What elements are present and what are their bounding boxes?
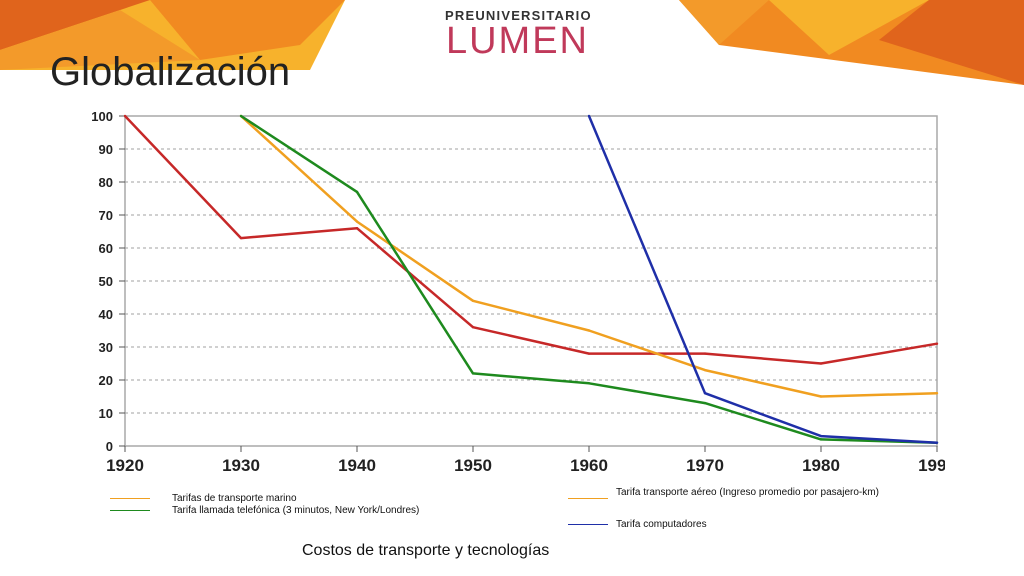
x-tick-label: 1970 — [686, 456, 724, 475]
decor-shape — [769, 0, 929, 55]
y-tick-label: 40 — [99, 307, 113, 322]
y-tick-label: 90 — [99, 142, 113, 157]
legend-swatch-marino — [110, 498, 150, 499]
y-tick-label: 0 — [106, 439, 113, 454]
legend-label-aereo: Tarifa transporte aéreo (Ingreso promedi… — [616, 487, 879, 498]
legend-swatch-aereo — [568, 498, 608, 499]
chart-caption: Costos de transporte y tecnologías — [302, 542, 550, 559]
x-tick-label: 1980 — [802, 456, 840, 475]
y-tick-label: 100 — [91, 109, 113, 124]
data-point — [935, 441, 939, 444]
data-point — [471, 372, 475, 375]
decor-shape — [679, 0, 769, 45]
legend-label-marino: Tarifas de transporte marino — [172, 493, 297, 504]
brand-subtitle: PREUNIVERSITARIO — [445, 8, 592, 23]
data-point — [587, 329, 591, 332]
y-tick-label: 60 — [99, 241, 113, 256]
decor-shape — [0, 10, 200, 70]
data-point — [703, 401, 707, 405]
data-point — [587, 114, 591, 118]
legend-swatch-computadores — [568, 524, 608, 525]
series-line-0 — [124, 115, 938, 365]
data-point — [355, 190, 359, 194]
x-tick-label: 1950 — [454, 456, 492, 475]
data-point — [471, 326, 475, 329]
y-tick-label: 20 — [99, 373, 113, 388]
page-title: Globalización — [50, 50, 291, 94]
x-tick-label: 1930 — [222, 456, 260, 475]
data-point — [819, 438, 823, 441]
y-tick-label: 10 — [99, 406, 113, 421]
y-tick-label: 50 — [99, 274, 113, 289]
data-point — [703, 368, 707, 372]
data-point — [819, 362, 823, 365]
y-tick-label: 70 — [99, 208, 113, 223]
data-point — [587, 352, 591, 355]
x-tick-label: 1990 — [918, 456, 945, 475]
data-point — [587, 382, 591, 385]
data-point — [819, 434, 823, 438]
x-tick-label: 1920 — [106, 456, 144, 475]
data-point — [239, 114, 243, 118]
top-left-decoration — [0, 0, 345, 70]
data-point — [355, 227, 359, 230]
cost-chart: 0 10 20 30 40 50 60 70 80 90 100 1920 1930 1940 1950 19… — [91, 109, 945, 475]
data-point — [703, 352, 707, 355]
legend-label-computadores: Tarifa computadores — [616, 519, 707, 530]
data-point — [935, 342, 939, 345]
decor-shape — [150, 0, 345, 60]
decor-shape — [879, 0, 1024, 85]
data-point — [471, 299, 475, 302]
y-tick-label: 30 — [99, 340, 113, 355]
top-right-decoration — [679, 0, 1024, 85]
data-point — [819, 395, 823, 398]
data-point — [703, 392, 707, 395]
data-point — [355, 220, 359, 223]
x-tick-label: 1940 — [338, 456, 376, 475]
legend-label-telefono: Tarifa llamada telefónica (3 minutos, Ne… — [172, 505, 420, 516]
series-line-3 — [587, 115, 938, 444]
data-point — [935, 392, 939, 395]
x-tick-label: 1960 — [570, 456, 608, 475]
y-tick-label: 80 — [99, 175, 113, 190]
data-point — [123, 114, 127, 118]
brand-name: LUMEN — [445, 20, 590, 62]
brand-logo: PREUNIVERSITARIO LUMEN — [445, 8, 592, 62]
data-point — [239, 236, 243, 240]
legend-swatch-telefono — [110, 510, 150, 511]
